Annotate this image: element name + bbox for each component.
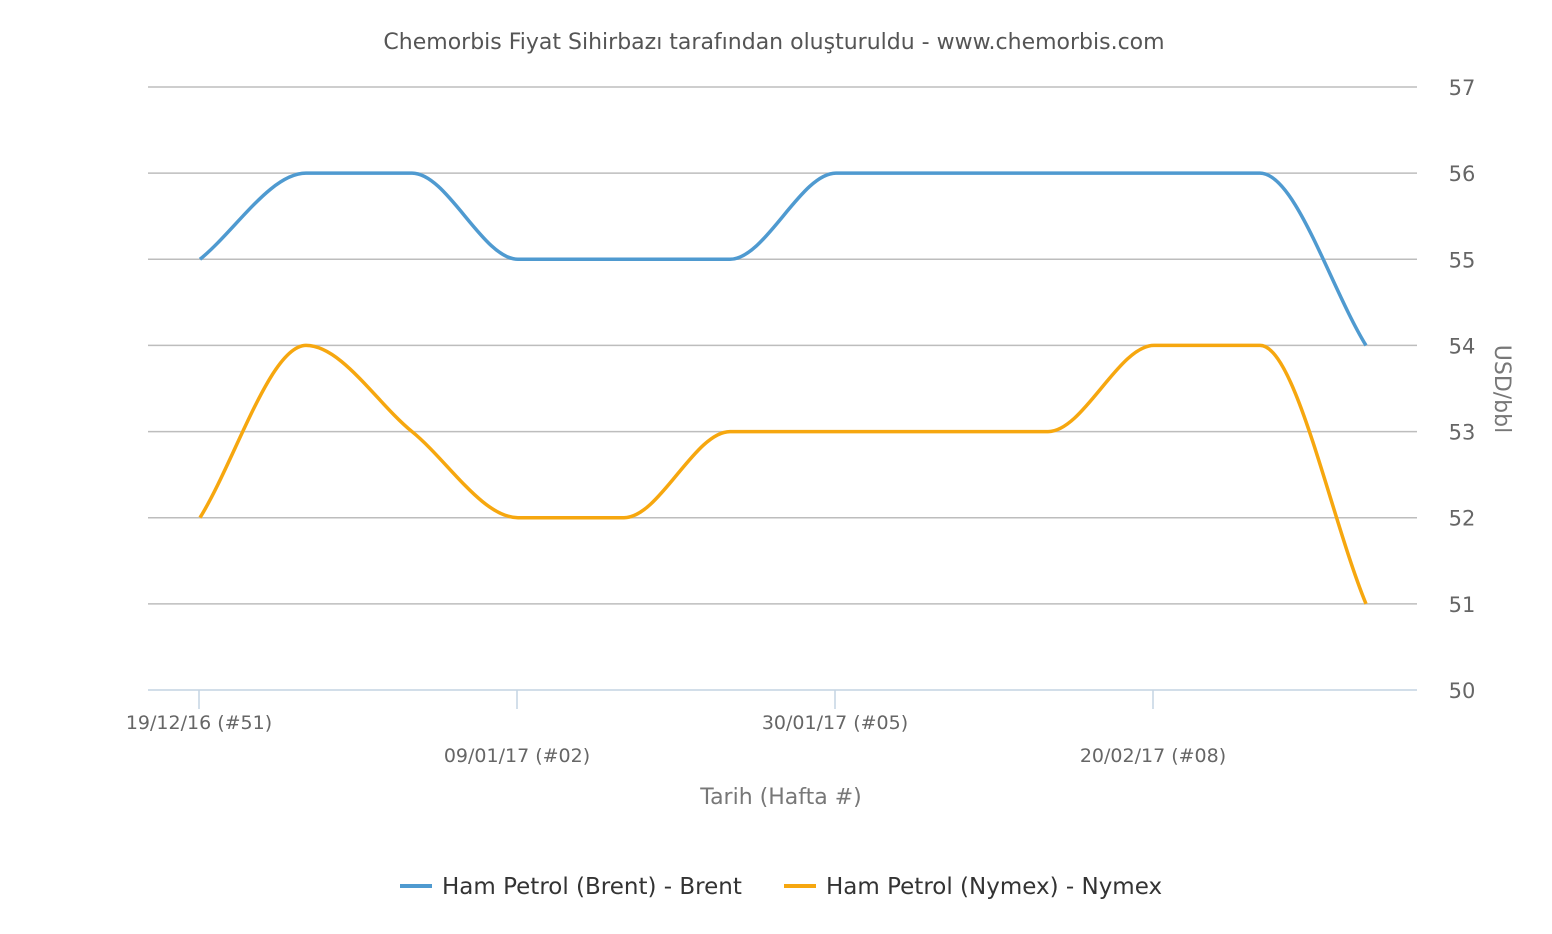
- chart-title: Chemorbis Fiyat Sihirbazı tarafından olu…: [383, 30, 1164, 55]
- y-tick-label: 54: [1449, 334, 1476, 358]
- legend-label: Ham Petrol (Brent) - Brent: [442, 874, 742, 900]
- y-tick-label: 55: [1449, 248, 1476, 272]
- y-axis-title: USD/bbl: [1489, 345, 1514, 433]
- legend-label: Ham Petrol (Nymex) - Nymex: [826, 874, 1162, 900]
- y-tick-label: 52: [1449, 507, 1476, 531]
- series-line-brent[interactable]: [198, 171, 1368, 347]
- y-tick-label: 57: [1449, 76, 1476, 100]
- series-layer: [198, 171, 1368, 605]
- x-tick-label: 20/02/17 (#08): [1080, 745, 1226, 767]
- y-tick-label: 51: [1449, 593, 1476, 617]
- y-tick-label: 53: [1449, 421, 1476, 445]
- x-tick-label: 09/01/17 (#02): [444, 745, 590, 767]
- y-tick-label: 50: [1449, 679, 1476, 703]
- axis-layer: 50 51 52 53 54 55 56 57 19/12/16 (#51) 09/01/17 (…: [126, 76, 1476, 767]
- x-axis-title: Tarih (Hafta #): [699, 785, 861, 810]
- x-tick-label: 19/12/16 (#51): [126, 712, 272, 734]
- x-tick-label: 30/01/17 (#05): [762, 712, 908, 734]
- legend-item-nymex[interactable]: Ham Petrol (Nymex) - Nymex: [784, 874, 1162, 900]
- series-line-nymex[interactable]: [198, 343, 1368, 605]
- y-tick-label: 56: [1449, 162, 1476, 186]
- legend: Ham Petrol (Brent) - Brent Ham Petrol (Ny…: [400, 874, 1162, 900]
- grid-layer: [148, 86, 1417, 691]
- legend-item-brent[interactable]: Ham Petrol (Brent) - Brent: [400, 874, 742, 900]
